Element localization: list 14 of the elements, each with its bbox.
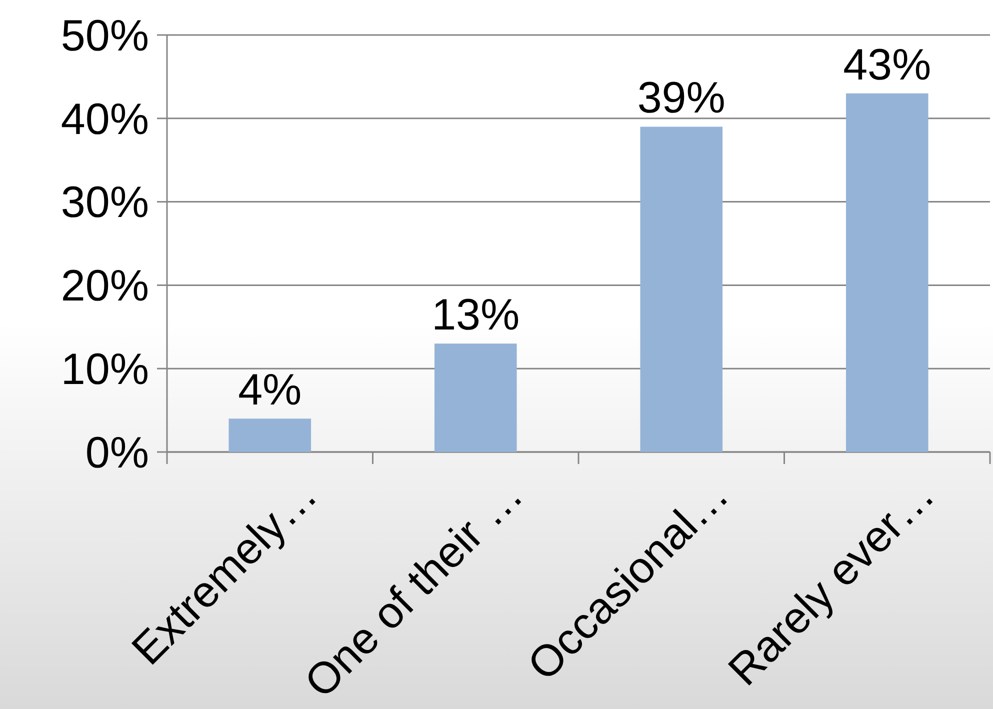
data-label: 43% xyxy=(843,40,932,90)
y-tick-label: 10% xyxy=(60,345,149,394)
y-tick-label: 30% xyxy=(60,178,149,228)
y-tick-label: 20% xyxy=(60,262,149,311)
data-label: 39% xyxy=(637,74,726,123)
data-label: 13% xyxy=(432,290,520,340)
y-tick-label: 40% xyxy=(60,94,149,144)
y-tick-label: 50% xyxy=(60,11,149,60)
bar xyxy=(434,344,517,452)
bar xyxy=(846,93,928,452)
bar xyxy=(228,418,312,452)
bar xyxy=(640,126,723,452)
data-label: 4% xyxy=(238,366,302,415)
y-tick-label: 0% xyxy=(85,428,149,478)
